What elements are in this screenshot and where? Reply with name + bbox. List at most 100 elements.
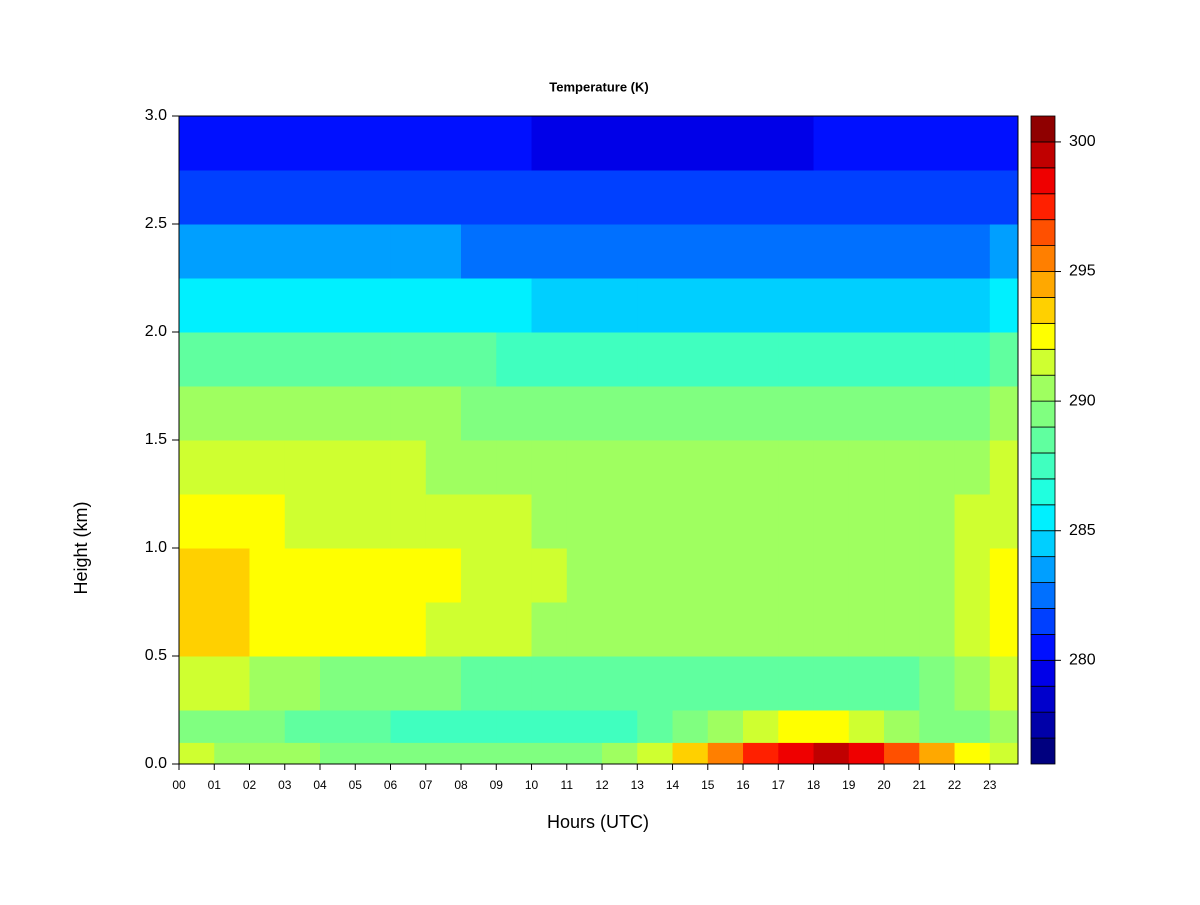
heat-cell xyxy=(954,224,991,279)
heat-cell xyxy=(954,440,991,495)
heat-cell xyxy=(320,332,356,387)
heat-cell xyxy=(743,386,779,441)
heat-cell xyxy=(848,548,885,603)
heat-cell xyxy=(284,386,321,441)
heat-cell xyxy=(249,170,286,225)
heat-cell xyxy=(989,332,1019,387)
colorbar-tick-label: 280 xyxy=(1069,652,1096,669)
heat-cell xyxy=(461,656,497,711)
heat-cell xyxy=(566,116,603,171)
x-tick-label: 07 xyxy=(419,778,433,792)
heat-cell xyxy=(778,224,815,279)
heat-cell xyxy=(989,548,1019,603)
heat-cell xyxy=(496,602,533,657)
heat-cell xyxy=(496,742,533,765)
heat-cell xyxy=(672,224,709,279)
heat-cell xyxy=(531,332,568,387)
heat-cell xyxy=(531,224,568,279)
heat-cell xyxy=(249,494,286,549)
colorbar-box xyxy=(1030,426,1056,454)
heat-cell xyxy=(390,386,427,441)
heat-cell xyxy=(989,656,1019,711)
heat-cell xyxy=(566,332,603,387)
heat-cell xyxy=(249,440,286,495)
heat-cell xyxy=(637,602,674,657)
heat-cell xyxy=(637,332,674,387)
heat-cell xyxy=(672,602,709,657)
heat-cell xyxy=(320,494,356,549)
heat-cell xyxy=(989,710,1019,743)
heat-cell xyxy=(884,116,920,171)
heat-cell xyxy=(848,656,885,711)
heat-cell xyxy=(884,548,920,603)
heat-cell xyxy=(919,548,956,603)
heat-cell xyxy=(813,656,850,711)
heat-cell xyxy=(566,602,603,657)
y-tick-label: 3.0 xyxy=(145,107,167,124)
heat-cell xyxy=(390,440,427,495)
heat-cell xyxy=(496,116,533,171)
heat-cell xyxy=(496,278,533,333)
heat-cell xyxy=(284,332,321,387)
heat-cell xyxy=(284,710,321,743)
heat-cell xyxy=(848,602,885,657)
heat-cell xyxy=(284,440,321,495)
heat-cell xyxy=(179,548,215,603)
heat-cell xyxy=(672,116,709,171)
heat-cell xyxy=(672,386,709,441)
heat-cell xyxy=(672,440,709,495)
heat-cell xyxy=(284,656,321,711)
heat-cell xyxy=(848,386,885,441)
heat-cell xyxy=(637,170,674,225)
heat-cell xyxy=(778,656,815,711)
heat-cell xyxy=(672,656,709,711)
heat-cell xyxy=(672,332,709,387)
heat-cell xyxy=(743,494,779,549)
heat-cell xyxy=(707,742,744,765)
heat-cell xyxy=(249,278,286,333)
heat-cell xyxy=(496,332,533,387)
heat-cell xyxy=(813,170,850,225)
heat-cell xyxy=(743,332,779,387)
colorbar-box xyxy=(1030,400,1056,428)
heat-cell xyxy=(848,494,885,549)
heat-cell xyxy=(989,170,1019,225)
colorbar-box xyxy=(1030,737,1056,765)
x-tick-label: 01 xyxy=(208,778,222,792)
heat-cell xyxy=(919,386,956,441)
heat-cell xyxy=(390,548,427,603)
heat-cell xyxy=(813,602,850,657)
heat-cell xyxy=(179,742,215,765)
heat-cell xyxy=(355,710,392,743)
heat-cell xyxy=(531,548,568,603)
heat-cell xyxy=(919,278,956,333)
heat-cell xyxy=(743,170,779,225)
colorbar-box xyxy=(1030,711,1056,739)
heat-cell xyxy=(778,710,815,743)
heat-cell xyxy=(566,170,603,225)
heat-cell xyxy=(919,224,956,279)
heat-cell xyxy=(637,440,674,495)
heat-cell xyxy=(707,116,744,171)
heat-cell xyxy=(461,494,497,549)
heat-cell xyxy=(778,332,815,387)
heat-cell xyxy=(954,386,991,441)
heat-cell xyxy=(425,710,462,743)
heat-cell xyxy=(778,170,815,225)
heat-cell xyxy=(778,386,815,441)
colorbar-box xyxy=(1030,608,1056,635)
heat-cell xyxy=(214,710,251,743)
heat-cell xyxy=(602,116,638,171)
heat-cell xyxy=(989,440,1019,495)
heat-cell xyxy=(602,710,638,743)
colorbar-tick-label: 290 xyxy=(1069,392,1096,409)
heat-cell xyxy=(602,742,638,765)
colorbar-box xyxy=(1030,219,1056,246)
heat-cell xyxy=(461,440,497,495)
heat-cell xyxy=(989,494,1019,549)
x-tick-label: 14 xyxy=(666,778,680,792)
heat-cell xyxy=(989,742,1019,765)
heat-cell xyxy=(919,170,956,225)
colorbar-box xyxy=(1030,322,1056,350)
heat-cell xyxy=(179,224,215,279)
